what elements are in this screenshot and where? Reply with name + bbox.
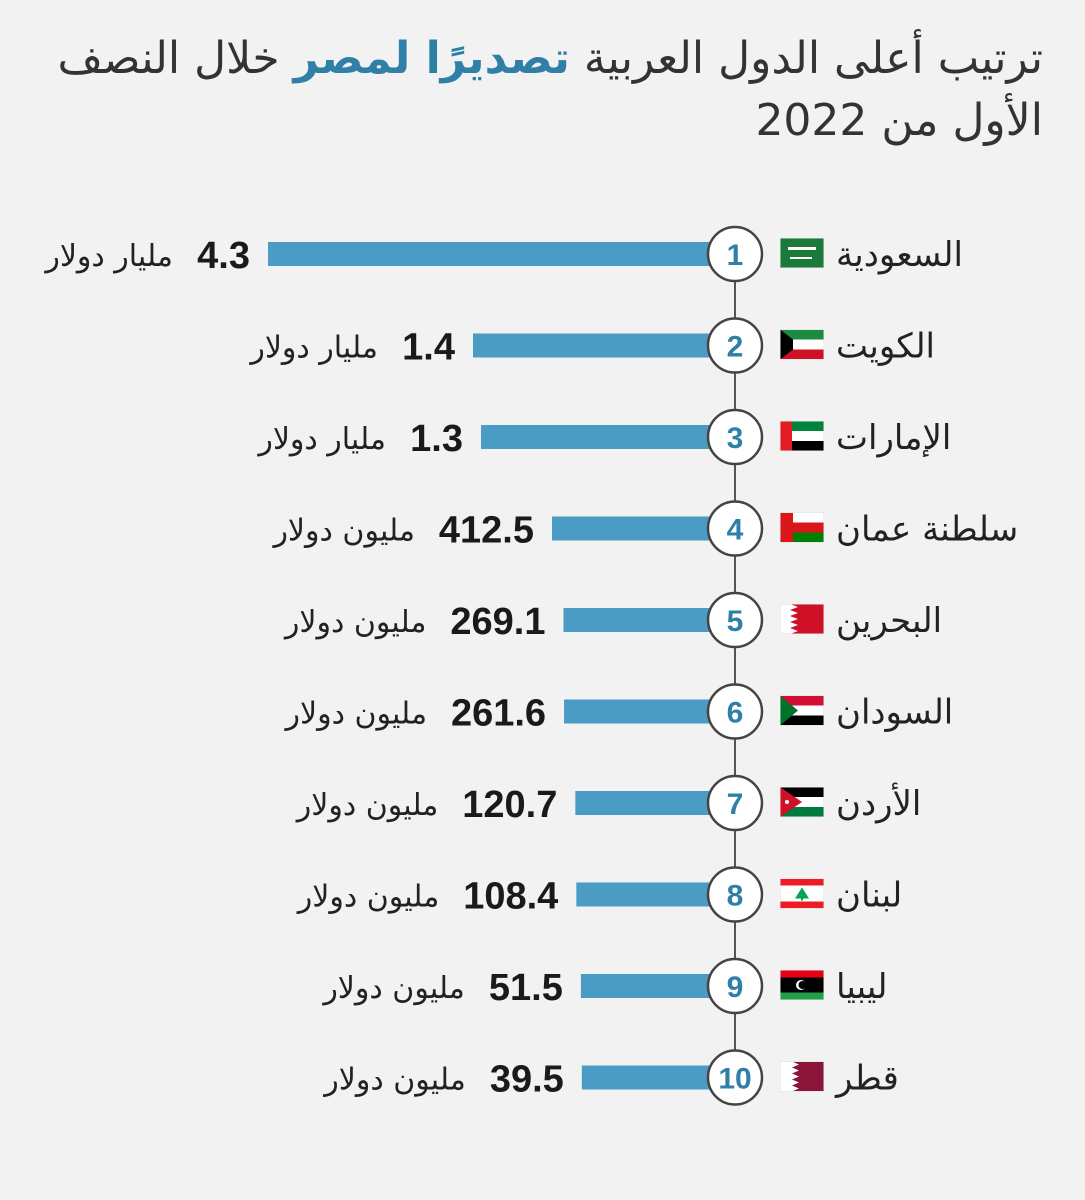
chart-row: 4 سلطنة عمان 412.5 مليون دولار (271, 500, 1018, 557)
jordan-flag-icon (780, 787, 824, 817)
rank-circle (706, 683, 764, 740)
value-unit: مليون دولار (322, 1063, 466, 1098)
bar (552, 516, 710, 541)
rank-circle (706, 317, 764, 374)
libya-flag-icon (780, 970, 824, 1000)
chart-row: 7 الأردن 120.7 مليون دولار (295, 774, 921, 832)
country-label: ليبيا (836, 967, 888, 1007)
value-number: 1.4 (402, 327, 455, 369)
oman-flag-icon (780, 512, 824, 543)
value-number: 269.1 (450, 601, 545, 643)
chart-row: 10 قطر 39.5 مليون دولار (322, 1049, 899, 1106)
value-number: 412.5 (439, 510, 534, 552)
bar (581, 1065, 710, 1090)
qatar-flag-icon (780, 1061, 824, 1092)
rank-number: 1 (727, 239, 744, 272)
chart-row: 1 السعودية 4.3 مليار دولار (43, 225, 963, 283)
country-label: البحرين (836, 601, 942, 641)
value-number: 1.3 (410, 418, 463, 460)
chart-title: ترتيب أعلى الدول العربية تصديرًا لمصر خل… (23, 28, 1044, 152)
rank-number: 7 (727, 788, 744, 821)
rank-number: 4 (727, 514, 744, 547)
bar (580, 974, 710, 998)
rank-circle (706, 225, 764, 283)
bar (481, 425, 710, 449)
bar (564, 699, 710, 724)
chart-row: 2 الكويت 1.4 مليار دولار (248, 317, 935, 374)
chart-row: 6 السودان 261.6 مليون دولار (284, 683, 953, 740)
country-label: سلطنة عمان (836, 510, 1018, 550)
bar (563, 608, 710, 632)
rank-circle (706, 408, 764, 466)
chart-row: 8 لبنان 108.4 مليون دولار (296, 866, 902, 923)
country-label: الأردن (836, 782, 921, 824)
country-label: الإمارات (836, 418, 951, 458)
value-number: 120.7 (462, 784, 557, 826)
rank-circle (706, 774, 764, 832)
title-part-1: ترتيب أعلى الدول العربية (583, 33, 1043, 84)
chart-row: 9 ليبيا 51.5 مليون دولار (321, 957, 888, 1015)
rank-number: 3 (727, 422, 744, 455)
value-unit: مليون دولار (295, 788, 439, 823)
sudan-flag-icon (780, 695, 824, 726)
country-label: لبنان (836, 876, 902, 916)
rank-circle (706, 957, 764, 1015)
bar (268, 242, 710, 266)
bar (576, 882, 710, 907)
country-label: السعودية (836, 235, 963, 275)
value-unit: مليار دولار (256, 422, 386, 457)
rank-circle (706, 500, 764, 557)
value-unit: مليار دولار (248, 331, 378, 366)
value-unit: مليون دولار (321, 971, 465, 1006)
chart-row: 5 البحرين 269.1 مليون دولار (283, 591, 942, 649)
country-label: الكويت (836, 327, 935, 367)
value-unit: مليون دولار (284, 697, 428, 732)
rank-number: 8 (727, 880, 744, 913)
kuwait-flag-icon (780, 329, 824, 360)
rank-circle (706, 866, 764, 923)
value-unit: مليون دولار (296, 880, 440, 915)
bar (575, 791, 710, 815)
rank-number: 10 (718, 1063, 751, 1096)
value-number: 39.5 (490, 1059, 564, 1101)
rank-circle (706, 591, 764, 649)
country-label: قطر (834, 1059, 899, 1099)
rank-number: 5 (727, 605, 744, 638)
value-number: 51.5 (489, 967, 563, 1009)
bar (473, 333, 710, 358)
rank-number: 9 (727, 971, 744, 1004)
chart-row: 3 الإمارات 1.3 مليار دولار (256, 408, 951, 466)
uae-flag-icon (780, 421, 824, 451)
value-number: 108.4 (463, 876, 558, 918)
value-unit: مليون دولار (283, 605, 427, 640)
value-number: 4.3 (197, 235, 250, 277)
value-number: 261.6 (451, 693, 546, 735)
value-unit: مليار دولار (43, 239, 173, 274)
value-unit: مليون دولار (271, 514, 415, 549)
title-part-2: خلال النصف الأول من 2022 (57, 33, 1044, 146)
lebanon-flag-icon (780, 878, 824, 909)
saudi-arabia-flag-icon (780, 238, 824, 268)
bahrain-flag-icon (780, 604, 824, 634)
rank-number: 6 (727, 697, 744, 730)
title-highlight: تصديرًا لمصر (293, 33, 570, 84)
rank-circle (706, 1049, 764, 1106)
country-label: السودان (836, 693, 953, 733)
rank-number: 2 (727, 331, 744, 364)
